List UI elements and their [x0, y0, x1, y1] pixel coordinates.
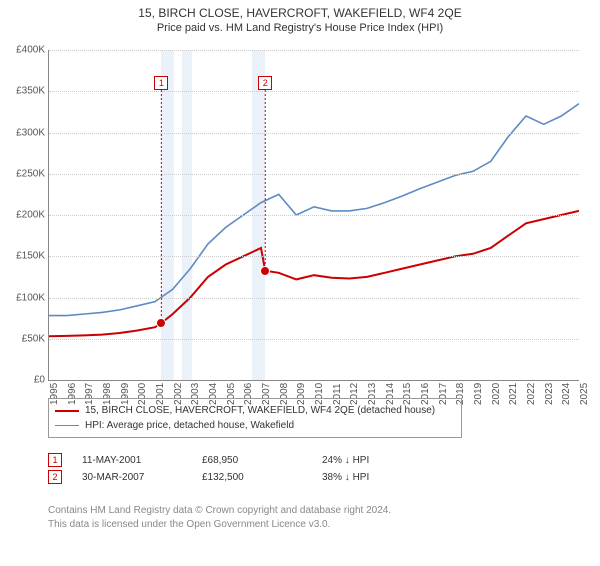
sale-pct: 38% ↓ HPI: [322, 472, 422, 483]
gridline: [49, 298, 579, 299]
x-axis-label: 2021: [508, 375, 519, 405]
sale-price: £68,950: [202, 455, 302, 466]
gridline: [49, 215, 579, 216]
sale-row: 1 11-MAY-2001 £68,950 24% ↓ HPI: [48, 453, 558, 467]
footer-line: Contains HM Land Registry data © Crown c…: [48, 504, 558, 518]
sale-price: £132,500: [202, 472, 302, 483]
x-axis-label: 2019: [473, 375, 484, 405]
x-axis-label: 2024: [561, 375, 572, 405]
sales-list: 1 11-MAY-2001 £68,950 24% ↓ HPI 2 30-MAR-2007…: [48, 450, 558, 487]
x-axis-label: 2020: [491, 375, 502, 405]
gridline: [49, 50, 579, 51]
sale-marker-box: 1: [48, 453, 62, 467]
legend-label: HPI: Average price, detached house, Wake…: [85, 418, 294, 433]
gridline: [49, 339, 579, 340]
series-line-hpi: [49, 104, 579, 316]
legend-swatch-icon: [55, 410, 79, 412]
footer-text: Contains HM Land Registry data © Crown c…: [48, 504, 558, 532]
y-axis-label: £50K: [3, 333, 45, 344]
sale-marker-box: 2: [258, 76, 272, 90]
y-axis-label: £100K: [3, 292, 45, 303]
chart-subtitle: Price paid vs. HM Land Registry's House …: [0, 22, 600, 34]
x-axis-label: 2022: [526, 375, 537, 405]
y-axis-label: £250K: [3, 168, 45, 179]
series-line-price_paid: [49, 211, 579, 336]
y-axis-label: £150K: [3, 251, 45, 262]
x-axis-label: 2025: [579, 375, 590, 405]
y-axis-label: £400K: [3, 45, 45, 56]
y-axis-label: £0: [3, 375, 45, 386]
y-axis-label: £300K: [3, 127, 45, 138]
sale-row: 2 30-MAR-2007 £132,500 38% ↓ HPI: [48, 470, 558, 484]
sale-marker-box: 2: [48, 470, 62, 484]
sale-date: 30-MAR-2007: [82, 472, 182, 483]
legend-item: 15, BIRCH CLOSE, HAVERCROFT, WAKEFIELD, …: [55, 403, 455, 418]
plot-region: £0£50K£100K£150K£200K£250K£300K£350K£400…: [48, 50, 579, 381]
gridline: [49, 174, 579, 175]
gridline: [49, 256, 579, 257]
sale-pct: 24% ↓ HPI: [322, 455, 422, 466]
legend-swatch-icon: [55, 425, 79, 426]
gridline: [49, 133, 579, 134]
chart-title: 15, BIRCH CLOSE, HAVERCROFT, WAKEFIELD, …: [0, 6, 600, 20]
gridline: [49, 91, 579, 92]
legend-label: 15, BIRCH CLOSE, HAVERCROFT, WAKEFIELD, …: [85, 403, 435, 418]
sale-dot-icon: [260, 266, 270, 276]
chart-area: £0£50K£100K£150K£200K£250K£300K£350K£400…: [48, 50, 578, 380]
y-axis-label: £350K: [3, 86, 45, 97]
sale-marker-box: 1: [154, 76, 168, 90]
footer-line: This data is licensed under the Open Gov…: [48, 518, 558, 532]
sale-dot-icon: [156, 318, 166, 328]
legend-box: 15, BIRCH CLOSE, HAVERCROFT, WAKEFIELD, …: [48, 398, 462, 438]
x-axis-label: 2023: [544, 375, 555, 405]
legend-item: HPI: Average price, detached house, Wake…: [55, 418, 455, 433]
sale-date: 11-MAY-2001: [82, 455, 182, 466]
chart-container: 15, BIRCH CLOSE, HAVERCROFT, WAKEFIELD, …: [0, 6, 600, 566]
y-axis-label: £200K: [3, 210, 45, 221]
